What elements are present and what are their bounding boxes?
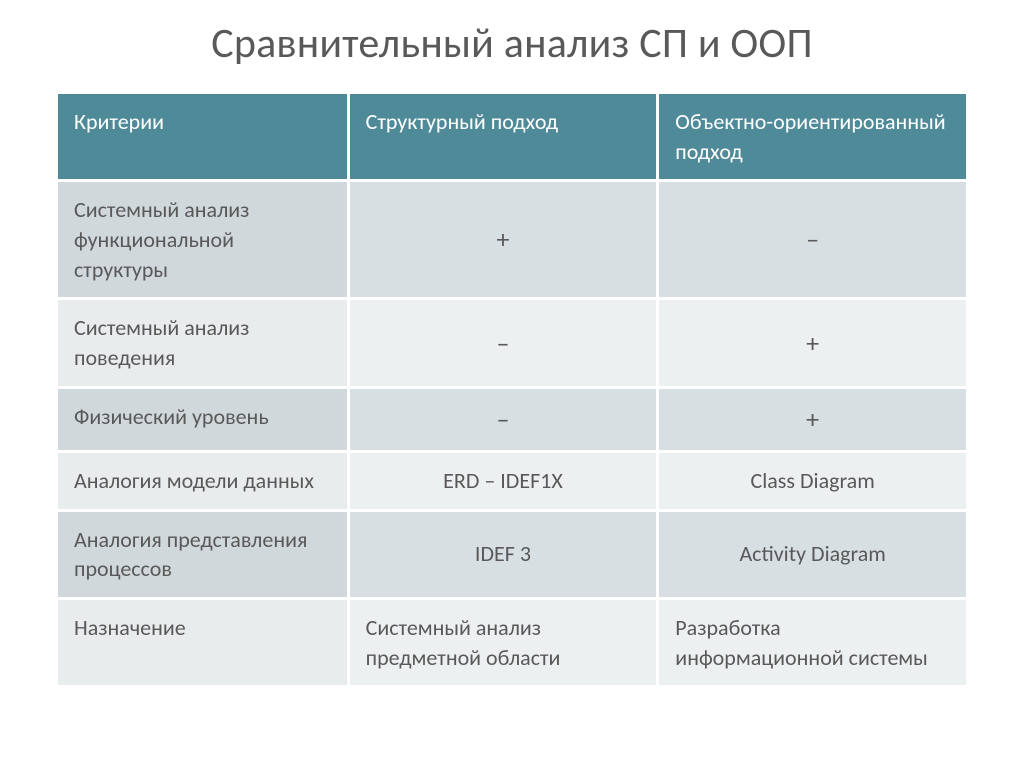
cell-criteria: Системный анализ функциональной структур… xyxy=(58,182,347,297)
comparison-table: Критерии Структурный подход Объектно-ори… xyxy=(55,91,969,688)
cell-oop: + xyxy=(659,300,966,385)
col-header-oop: Объектно-ориентированный подход xyxy=(659,94,966,179)
cell-oop: – xyxy=(659,182,966,297)
cell-sp: – xyxy=(350,389,657,450)
table-row: Физический уровень–+ xyxy=(58,389,966,450)
table-row: Системный анализ поведения–+ xyxy=(58,300,966,385)
cell-criteria: Назначение xyxy=(58,600,347,685)
cell-oop: Разработка информационной системы xyxy=(659,600,966,685)
col-header-criteria: Критерии xyxy=(58,94,347,179)
cell-criteria: Системный анализ поведения xyxy=(58,300,347,385)
cell-criteria: Физический уровень xyxy=(58,389,347,450)
cell-sp: IDEF 3 xyxy=(350,512,657,597)
cell-criteria: Аналогия модели данных xyxy=(58,453,347,509)
cell-criteria: Аналогия представления процессов xyxy=(58,512,347,597)
cell-sp: – xyxy=(350,300,657,385)
table-header-row: Критерии Структурный подход Объектно-ори… xyxy=(58,94,966,179)
table-row: НазначениеСистемный анализ предметной об… xyxy=(58,600,966,685)
page-title: Сравнительный анализ СП и ООП xyxy=(55,18,969,69)
table-row: Аналогия модели данныхERD – IDEF1XClass … xyxy=(58,453,966,509)
cell-sp: + xyxy=(350,182,657,297)
cell-sp: ERD – IDEF1X xyxy=(350,453,657,509)
table-row: Аналогия представления процессовIDEF 3Ac… xyxy=(58,512,966,597)
col-header-sp: Структурный подход xyxy=(350,94,657,179)
table-row: Системный анализ функциональной структур… xyxy=(58,182,966,297)
cell-oop: Activity Diagram xyxy=(659,512,966,597)
cell-oop: + xyxy=(659,389,966,450)
cell-sp: Системный анализ предметной области xyxy=(350,600,657,685)
slide: Сравнительный анализ СП и ООП Критерии С… xyxy=(0,0,1024,767)
cell-oop: Class Diagram xyxy=(659,453,966,509)
table-body: Системный анализ функциональной структур… xyxy=(58,182,966,685)
